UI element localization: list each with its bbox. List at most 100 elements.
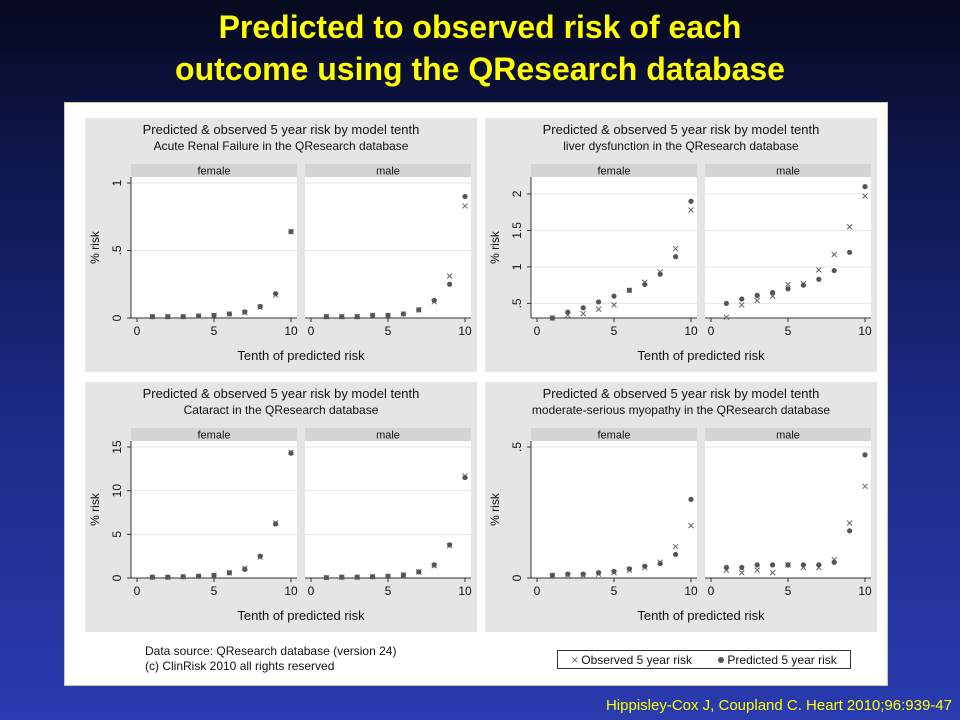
predicted-point <box>180 574 186 580</box>
y-axis-label: % risk <box>88 230 102 264</box>
predicted-point <box>831 267 837 274</box>
legend-label-observed: Observed 5 year risk <box>581 652 692 667</box>
x-tick-label: 5 <box>211 584 218 598</box>
predicted-point <box>226 311 232 317</box>
facet-plot-area <box>705 177 871 318</box>
observed-point <box>595 306 602 313</box>
x-tick-label: 10 <box>858 584 872 598</box>
y-tick-label: 1 <box>510 263 524 270</box>
predicted-point <box>770 289 776 296</box>
predicted-point <box>400 311 406 317</box>
predicted-point <box>596 299 602 305</box>
x-tick-label: 10 <box>684 584 698 598</box>
predicted-point <box>273 521 279 527</box>
observed-point-stroke <box>862 483 868 490</box>
predicted-point <box>800 562 806 568</box>
y-tick-label: 10 <box>110 484 124 498</box>
predicted-point <box>354 574 360 580</box>
observed-point-stroke <box>769 569 776 576</box>
observed-point <box>738 302 745 308</box>
y-tick-label: 0 <box>110 574 124 581</box>
predicted-point <box>816 276 822 282</box>
observed-point <box>862 483 868 490</box>
predicted-point <box>385 573 391 579</box>
observed-point-stroke <box>846 223 853 230</box>
x-tick-label: 0 <box>134 324 141 338</box>
predicted-point <box>862 184 868 190</box>
facet-label: female <box>597 430 630 442</box>
slide-title-line1: Predicted to observed risk of each <box>218 9 742 45</box>
facet-strip <box>305 428 471 441</box>
y-axis-label: % risk <box>488 230 502 264</box>
observed-point-stroke <box>754 567 761 573</box>
x-axis-label: Tenth of predicted risk <box>637 608 765 623</box>
facet-strip <box>705 428 871 441</box>
observed-point <box>688 522 694 529</box>
legend-item-observed: × Observed 5 year risk <box>571 653 692 667</box>
observed-point-stroke <box>462 203 468 209</box>
observed-point-stroke <box>672 245 679 252</box>
y-axis-label: % risk <box>488 492 502 526</box>
predicted-point <box>242 566 248 572</box>
facet-strip <box>531 164 697 177</box>
observed-point <box>723 314 730 321</box>
predicted-point <box>323 314 329 320</box>
facet-label: female <box>197 166 230 178</box>
x-tick-label: 5 <box>611 584 618 598</box>
chart-subtitle: liver dysfunction in the QResearch datab… <box>563 139 799 153</box>
legend-item-predicted: Predicted 5 year risk <box>718 653 837 667</box>
observed-point-stroke <box>580 310 587 317</box>
facet-label: male <box>776 430 800 442</box>
predicted-point <box>800 282 806 288</box>
predicted-point <box>657 271 663 277</box>
facet-label: male <box>376 166 400 178</box>
observed-point <box>611 302 617 308</box>
facet-plot-area <box>131 441 297 578</box>
predicted-point <box>785 286 791 292</box>
predicted-point <box>462 474 468 481</box>
observed-point-stroke <box>815 266 822 273</box>
observed-point-stroke <box>611 302 617 308</box>
facet-label: female <box>597 166 630 178</box>
chart-panel-acute-renal-failure: Predicted & observed 5 year risk by mode… <box>85 118 477 372</box>
predicted-point <box>723 300 729 307</box>
predicted-point <box>354 314 360 320</box>
observed-point-stroke <box>846 520 853 526</box>
x-tick-label: 5 <box>611 324 618 338</box>
predicted-point <box>723 564 729 571</box>
chart-subtitle: Cataract in the QResearch database <box>184 403 379 417</box>
y-tick-label: 0 <box>510 574 524 581</box>
observed-marker-icon: × <box>571 652 579 667</box>
predicted-point <box>180 314 186 320</box>
x-tick-label: 10 <box>284 324 298 338</box>
predicted-point <box>211 312 217 318</box>
observed-point <box>754 567 761 573</box>
facet-label: male <box>776 166 800 178</box>
predicted-point <box>739 296 745 302</box>
slide-title-line2: outcome using the QResearch database <box>175 51 785 87</box>
predicted-point <box>165 314 171 320</box>
facet-plot-area <box>305 177 471 318</box>
observed-point <box>446 273 453 280</box>
y-tick-label: 1.5 <box>510 222 524 239</box>
predicted-point <box>257 553 263 559</box>
observed-point <box>846 223 853 230</box>
facet-strip <box>131 428 297 441</box>
predicted-point <box>862 452 868 458</box>
observed-point <box>815 266 822 273</box>
x-tick-label: 5 <box>211 324 218 338</box>
predicted-point <box>549 315 555 321</box>
x-tick-label: 10 <box>858 324 872 338</box>
predicted-point <box>339 574 345 580</box>
predicted-point <box>565 309 571 315</box>
chart-panel-myopathy: Predicted & observed 5 year risk by mode… <box>485 382 877 632</box>
chart-title: Predicted & observed 5 year risk by mode… <box>543 122 820 137</box>
observed-point <box>738 569 745 576</box>
x-axis-label: Tenth of predicted risk <box>237 348 365 363</box>
observed-point-stroke <box>738 302 745 308</box>
predicted-point <box>462 193 468 200</box>
x-tick-label: 5 <box>385 584 392 598</box>
observed-point <box>462 203 468 209</box>
facet-label: female <box>197 430 230 442</box>
predicted-point <box>447 542 453 548</box>
